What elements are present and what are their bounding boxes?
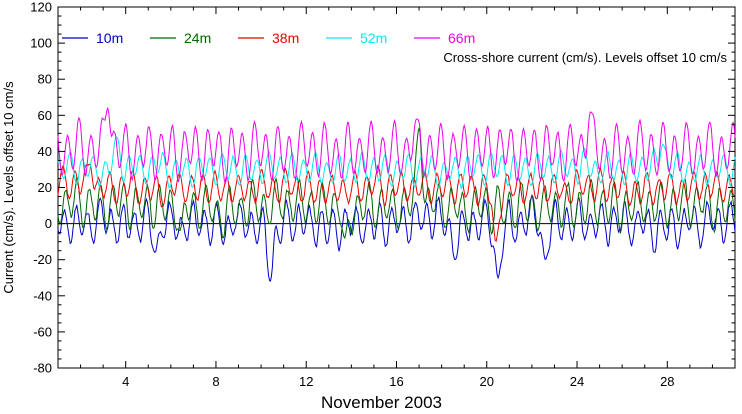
- y-tick-label: 20: [38, 180, 52, 195]
- legend-label-10m: 10m: [96, 30, 123, 46]
- y-axis-title: Current (cm/s). Levels offset 10 cm/s: [1, 81, 16, 294]
- x-tick-label: 16: [389, 374, 403, 389]
- legend-label-38m: 38m: [272, 30, 299, 46]
- series-line-24m: [57, 127, 736, 240]
- x-tick-label: 20: [480, 374, 494, 389]
- x-tick-label: 4: [122, 374, 129, 389]
- y-tick-label: -80: [33, 361, 52, 376]
- series-line-52m: [57, 136, 736, 190]
- tick-layer: -80 -60 -40 -20 0 20 40 60 80 100 120 4 8 12 16 20 24 28: [30, 0, 736, 389]
- legend-label-66m: 66m: [448, 30, 475, 46]
- y-tick-label: 80: [38, 72, 52, 87]
- x-tick-label: 12: [299, 374, 313, 389]
- y-tick-label: 60: [38, 108, 52, 123]
- y-tick-label: 40: [38, 144, 52, 159]
- y-tick-label: -60: [33, 324, 52, 339]
- legend: 10m 24m 38m 52m 66m: [62, 30, 475, 46]
- y-tick-label: -20: [33, 252, 52, 267]
- chart-annotation: Cross-shore current (cm/s). Levels offse…: [443, 50, 727, 65]
- legend-label-24m: 24m: [184, 30, 211, 46]
- y-tick-label: -40: [33, 288, 52, 303]
- x-tick-label: 28: [660, 374, 674, 389]
- y-tick-label: 120: [30, 0, 52, 15]
- legend-label-52m: 52m: [360, 30, 387, 46]
- series-line-10m: [57, 194, 736, 282]
- x-axis-title: November 2003: [321, 393, 442, 412]
- y-tick-label: 100: [30, 36, 52, 51]
- x-tick-label: 24: [570, 374, 584, 389]
- series-line-66m: [57, 106, 736, 185]
- series-layer: [57, 106, 736, 282]
- x-tick-label: 8: [212, 374, 219, 389]
- y-tick-label: 0: [45, 216, 52, 231]
